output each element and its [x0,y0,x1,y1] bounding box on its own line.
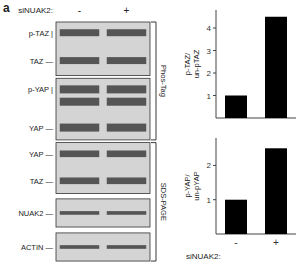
panel-label: a [3,1,10,15]
blot-band [60,98,99,106]
y-tick [213,199,216,200]
y-tick [213,165,216,166]
row-label: TAZ — [30,177,54,186]
x-axis-label: siNUAK2: [186,252,221,261]
y-tick-label: 2 [207,161,212,170]
bars [225,148,287,234]
bracket-label: Phos-Tag [159,65,168,97]
blot-panel [56,78,150,140]
blot-band [60,150,99,157]
lane-header: - [78,5,81,16]
bars [225,17,287,118]
bar-chart: 1 2 3 4 p-TAZ/un-pTAZ [183,10,296,118]
blot-band [107,85,146,93]
blot-band [60,245,99,249]
row-label: YAP — [29,124,53,133]
blot-band [107,177,146,184]
blot-band [107,150,146,157]
blot-band [107,124,146,132]
row-label: p-YAP | [28,85,53,94]
y-tick [213,73,216,74]
row-label: ACTIN — [21,243,54,252]
y-tick-label: 2 [207,69,212,78]
y-tick-label: 4 [207,24,212,33]
blot-band [107,98,146,106]
blot-band [107,245,146,249]
y-axis [216,10,217,118]
bar [265,17,287,118]
row-label: NUAK2 — [18,209,53,218]
bar-chart: 1 2 - + p-YAP/un-pYAP siNUAK2: [183,138,296,261]
bar [225,200,247,234]
blot-band [60,57,99,64]
y-tick [213,95,216,96]
y-axis [216,138,217,234]
blot-band [107,57,146,64]
y-tick [213,28,216,29]
row-label: TAZ — [30,57,54,66]
lane-header: siNUAK2: [18,6,53,15]
row-label: p-TAZ | [29,29,53,38]
blot-band [107,211,146,215]
x-tick-label: - [234,237,237,248]
bracket [151,143,156,261]
blot-band [60,177,99,184]
blot-band [60,211,99,215]
y-tick-label: 3 [207,47,212,56]
row-label: YAP — [29,150,53,159]
figure: a siNUAK2: - + p-TAZ | TAZ — p-YAP | YAP — YAP —… [0,0,302,271]
blot-band [60,29,99,36]
blot-band [107,29,146,36]
bracket-label: SDS-PAGE [159,183,168,221]
bar [265,148,287,234]
y-tick-label: 1 [207,92,212,101]
blot-band [60,85,99,93]
y-tick-label: 1 [207,196,212,205]
blot-band [60,124,99,132]
blot-panel [56,22,150,76]
bar [225,96,247,119]
bracket [151,22,156,140]
y-axis-label: p-TAZ/un-pTAZ [183,49,201,78]
blot: a siNUAK2: - + p-TAZ | TAZ — p-YAP | YAP — YAP —… [3,1,168,261]
x-tick-label: + [273,237,279,248]
blot-panel [56,143,150,194]
lane-header: + [124,5,130,16]
y-axis-label: p-YAP/un-pYAP [183,171,201,200]
blot-panel [56,199,150,227]
y-tick [213,50,216,51]
blot-panel [56,233,150,261]
